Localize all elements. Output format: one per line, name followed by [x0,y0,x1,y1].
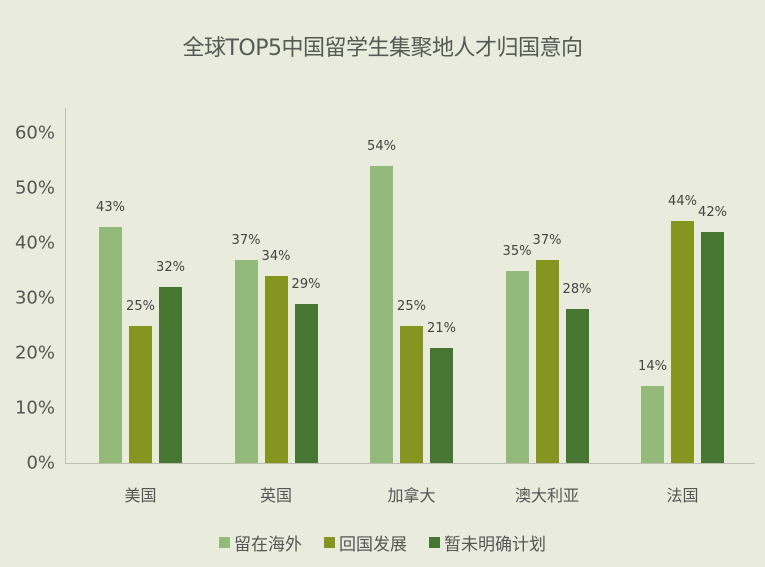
data-label: 25% [126,298,155,314]
bar-2-1[interactable] [294,303,318,463]
category-label: 美国 [124,486,157,505]
bar-2-3[interactable] [565,309,589,463]
data-label: 37% [231,232,261,248]
bar-0-2[interactable] [370,166,393,463]
bar-1-4[interactable] [671,221,694,463]
data-label: 54% [367,139,396,154]
legend: 留在海外 回国发展 暂未明确计划 [0,530,765,555]
legend-swatch-icon [324,537,335,548]
legend-label: 暂未明确计划 [444,535,546,555]
bar-1-2[interactable] [400,325,423,463]
legend-item-return-home[interactable]: 回国发展 [324,530,407,555]
data-label: 29% [291,276,321,292]
category-label: 英国 [259,486,292,505]
bar-0-4[interactable] [641,386,664,463]
bar-2-4[interactable] [701,232,724,463]
bar-1-1[interactable] [264,276,288,463]
legend-label: 留在海外 [234,535,302,555]
y-axis-line [65,108,66,464]
bar-0-0[interactable] [99,226,122,463]
legend-swatch-icon [219,537,230,548]
legend-item-stay-abroad[interactable]: 留在海外 [219,530,302,555]
y-tick-label: 20% [14,342,55,364]
bar-0-3[interactable] [505,270,529,463]
y-tick-label: 30% [14,287,55,309]
legend-label: 回国发展 [339,535,407,555]
legend-swatch-icon [429,537,440,548]
data-label: 21% [427,320,456,336]
bar-2-2[interactable] [430,347,453,463]
y-tick-label: 50% [14,177,55,199]
data-label: 42% [698,205,727,220]
data-label: 44% [668,194,697,209]
x-axis-line [65,463,755,464]
data-label: 35% [502,243,532,259]
bar-1-3[interactable] [535,259,559,463]
bar-2-0[interactable] [159,287,182,463]
data-label: 43% [96,199,125,215]
y-tick-label: 40% [14,232,55,254]
data-label: 28% [562,282,592,297]
category-label: 法国 [666,486,699,505]
category-label: 澳大利亚 [514,486,579,505]
chart-title: 全球TOP5中国留学生集聚地人才归国意向 [182,36,583,61]
y-tick-label: 60% [14,122,55,144]
category-label: 加拿大 [387,486,436,505]
data-label: 37% [532,232,562,248]
legend-item-undecided[interactable]: 暂未明确计划 [429,530,546,555]
data-label: 25% [397,298,426,314]
data-label: 34% [261,249,291,264]
bar-1-0[interactable] [129,325,152,463]
data-label: 32% [156,260,185,275]
data-label: 14% [638,359,667,374]
bar-0-1[interactable] [234,259,258,463]
y-tick-label: 10% [14,397,55,419]
y-tick-label: 0% [26,452,55,474]
